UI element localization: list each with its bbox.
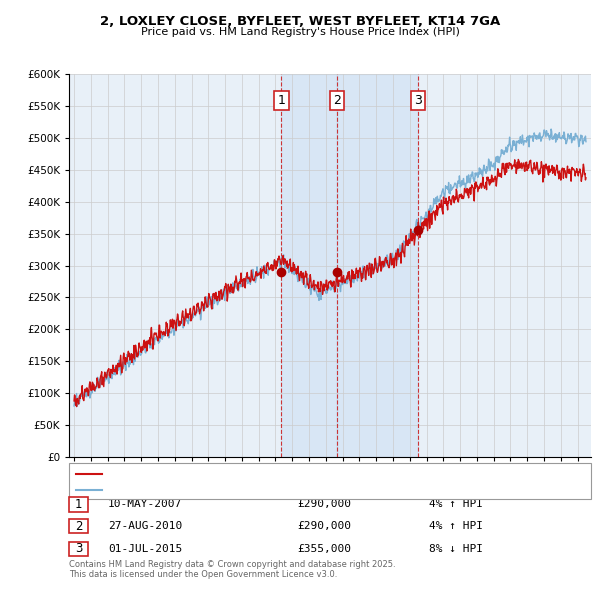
Text: £290,000: £290,000: [297, 500, 351, 509]
Text: HPI: Average price, semi-detached house, Woking: HPI: Average price, semi-detached house,…: [105, 485, 349, 494]
Text: 1: 1: [75, 498, 82, 511]
Bar: [281, 74, 337, 457]
Text: 2, LOXLEY CLOSE, BYFLEET, WEST BYFLEET, KT14 7GA: 2, LOXLEY CLOSE, BYFLEET, WEST BYFLEET, …: [100, 15, 500, 28]
Text: Contains HM Land Registry data © Crown copyright and database right 2025.
This d: Contains HM Land Registry data © Crown c…: [69, 560, 395, 579]
Text: 10-MAY-2007: 10-MAY-2007: [108, 500, 182, 509]
Text: £355,000: £355,000: [297, 544, 351, 553]
Text: 1: 1: [278, 94, 286, 107]
Text: 8% ↓ HPI: 8% ↓ HPI: [429, 544, 483, 553]
Text: 2: 2: [333, 94, 341, 107]
Text: £290,000: £290,000: [297, 522, 351, 531]
Text: 2: 2: [75, 520, 82, 533]
Text: 27-AUG-2010: 27-AUG-2010: [108, 522, 182, 531]
Text: 3: 3: [414, 94, 422, 107]
Text: 4% ↑ HPI: 4% ↑ HPI: [429, 500, 483, 509]
Text: 01-JUL-2015: 01-JUL-2015: [108, 544, 182, 553]
Text: 4% ↑ HPI: 4% ↑ HPI: [429, 522, 483, 531]
Text: 2, LOXLEY CLOSE, BYFLEET, WEST BYFLEET, KT14 7GA (semi-detached house): 2, LOXLEY CLOSE, BYFLEET, WEST BYFLEET, …: [105, 469, 484, 478]
Text: 3: 3: [75, 542, 82, 555]
Bar: [337, 74, 418, 457]
Text: Price paid vs. HM Land Registry's House Price Index (HPI): Price paid vs. HM Land Registry's House …: [140, 27, 460, 37]
